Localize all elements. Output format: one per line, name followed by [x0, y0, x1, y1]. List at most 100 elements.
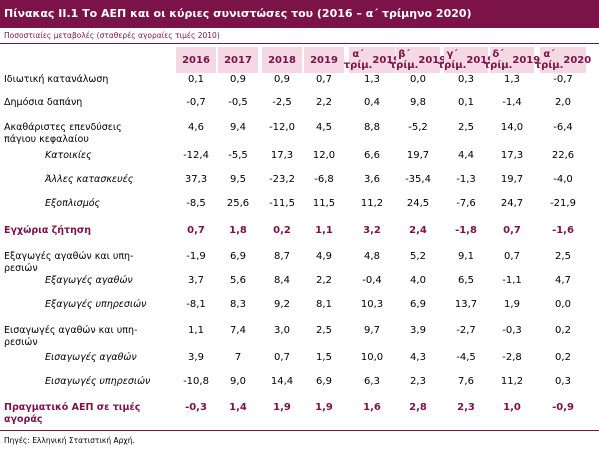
table-cell: -2,5	[272, 97, 292, 108]
table-cell: 6,9	[316, 376, 332, 387]
table-cell: 11,5	[312, 198, 336, 209]
column-header: β΄ τρίμ. 2019	[389, 47, 447, 73]
table-cell: -35,4	[405, 174, 431, 185]
row-label: Κατοικίες	[45, 150, 92, 161]
table-cell: 17,3	[500, 150, 524, 161]
row-label: Εισαγωγές αγαθών και υπη-ρεσιών	[4, 325, 138, 348]
table-cell: 2,8	[409, 402, 427, 413]
table-cell: 4,6	[188, 122, 204, 133]
table-cell: -0,9	[552, 402, 574, 413]
table-cell: -12,0	[269, 122, 295, 133]
table-cell: 11,2	[500, 376, 524, 387]
table-cell: 3,7	[188, 275, 204, 286]
table-cell: 9,7	[364, 325, 380, 336]
table-cell: 4,7	[555, 275, 571, 286]
table-cell: 0,3	[458, 74, 474, 85]
table-cell: 24,7	[500, 198, 524, 209]
column-header: α΄ τρίμ. 2020	[534, 47, 592, 73]
table-cell: -0,5	[228, 97, 248, 108]
row-label: Εξαγωγές αγαθών	[45, 275, 133, 286]
source-note: Πηγές: Ελληνική Στατιστική Αρχή.	[4, 436, 135, 445]
column-header: α΄ τρίμ. 2019	[343, 47, 401, 73]
table-cell: -1,8	[455, 225, 477, 236]
table-cell: 22,6	[551, 150, 575, 161]
table-cell: 1,3	[364, 74, 380, 85]
table-cell: -7,6	[456, 198, 476, 209]
table-cell: -8,1	[186, 299, 206, 310]
table-cell: 0,1	[458, 97, 474, 108]
table-title: Πίνακας ΙΙ.1 Το ΑΕΠ και οι κύριες συνιστ…	[0, 0, 599, 28]
table-cell: 2,2	[316, 97, 332, 108]
table-cell: -5,5	[228, 150, 248, 161]
table-cell: 37,3	[184, 174, 208, 185]
column-header: 2018	[262, 47, 302, 73]
table-cell: -6,8	[314, 174, 334, 185]
table-cell: 9,1	[458, 251, 474, 262]
table-cell: -11,5	[269, 198, 295, 209]
table-cell: 2,3	[410, 376, 426, 387]
table-cell: 6,9	[410, 299, 426, 310]
table-cell: 1,6	[363, 402, 381, 413]
table-cell: 1,5	[316, 352, 332, 363]
table-cell: 2,5	[316, 325, 332, 336]
table-cell: -12,4	[183, 150, 209, 161]
table-cell: -4,0	[553, 174, 573, 185]
table-cell: -0,3	[185, 402, 207, 413]
table-cell: 3,6	[364, 174, 380, 185]
table-cell: 4,4	[458, 150, 474, 161]
table-cell: 6,6	[364, 150, 380, 161]
table-cell: 17,3	[270, 150, 294, 161]
table-cell: 0,0	[410, 74, 426, 85]
table-cell: -1,9	[186, 251, 206, 262]
table-cell: 3,9	[410, 325, 426, 336]
table-cell: 4,8	[364, 251, 380, 262]
column-header: γ΄ τρίμ. 2019	[437, 47, 495, 73]
table-cell: 0,0	[555, 299, 571, 310]
table-cell: -6,4	[553, 122, 573, 133]
table-cell: 0,7	[503, 225, 521, 236]
table-cell: 19,7	[500, 174, 524, 185]
table-cell: 5,6	[230, 275, 246, 286]
table-cell: -10,8	[183, 376, 209, 387]
table-cell: 9,2	[274, 299, 290, 310]
table-cell: 3,9	[188, 352, 204, 363]
table-cell: 1,9	[504, 299, 520, 310]
row-label: Εισαγωγές αγαθών	[45, 352, 137, 363]
row-label: Ακαθάριστες επενδύσεις πάγιου κεφαλαίου	[4, 122, 122, 145]
table-cell: -1,6	[552, 225, 574, 236]
table-cell: 13,7	[454, 299, 478, 310]
table-cell: 2,5	[555, 251, 571, 262]
table-cell: 0,2	[555, 352, 571, 363]
column-header: 2017	[218, 47, 258, 73]
table-cell: 10,0	[360, 352, 384, 363]
table-cell: 8,8	[364, 122, 380, 133]
row-label: Ιδιωτική κατανάλωση	[4, 74, 109, 85]
table-cell: 6,9	[230, 251, 246, 262]
table-cell: 1,1	[315, 225, 333, 236]
row-label: Εισαγωγές υπηρεσιών	[45, 376, 151, 387]
table-cell: 8,7	[274, 251, 290, 262]
table-cell: -1,1	[502, 275, 522, 286]
table-cell: 0,7	[274, 352, 290, 363]
table-cell: 9,0	[230, 376, 246, 387]
table-cell: 5,2	[410, 251, 426, 262]
table-cell: -5,2	[408, 122, 428, 133]
table-cell: 12,0	[312, 150, 336, 161]
table-cell: 4,0	[410, 275, 426, 286]
table-cell: -8,5	[186, 198, 206, 209]
table-cell: 25,6	[226, 198, 250, 209]
row-label: Άλλες κατασκευές	[45, 174, 134, 185]
table-cell: 9,4	[230, 122, 246, 133]
table-cell: 14,0	[500, 122, 524, 133]
table-cell: 0,3	[555, 376, 571, 387]
table-cell: 0,2	[555, 325, 571, 336]
table-cell: 1,9	[273, 402, 291, 413]
row-label: Εξοπλισμός	[45, 198, 101, 209]
table-cell: 0,1	[188, 74, 204, 85]
table-cell: 6,3	[364, 376, 380, 387]
row-label: Εξαγωγές υπηρεσιών	[45, 299, 147, 310]
table-cell: 2,5	[458, 122, 474, 133]
table-cell: -0,4	[362, 275, 382, 286]
header-rule	[0, 43, 599, 44]
table-cell: 7,4	[230, 325, 246, 336]
